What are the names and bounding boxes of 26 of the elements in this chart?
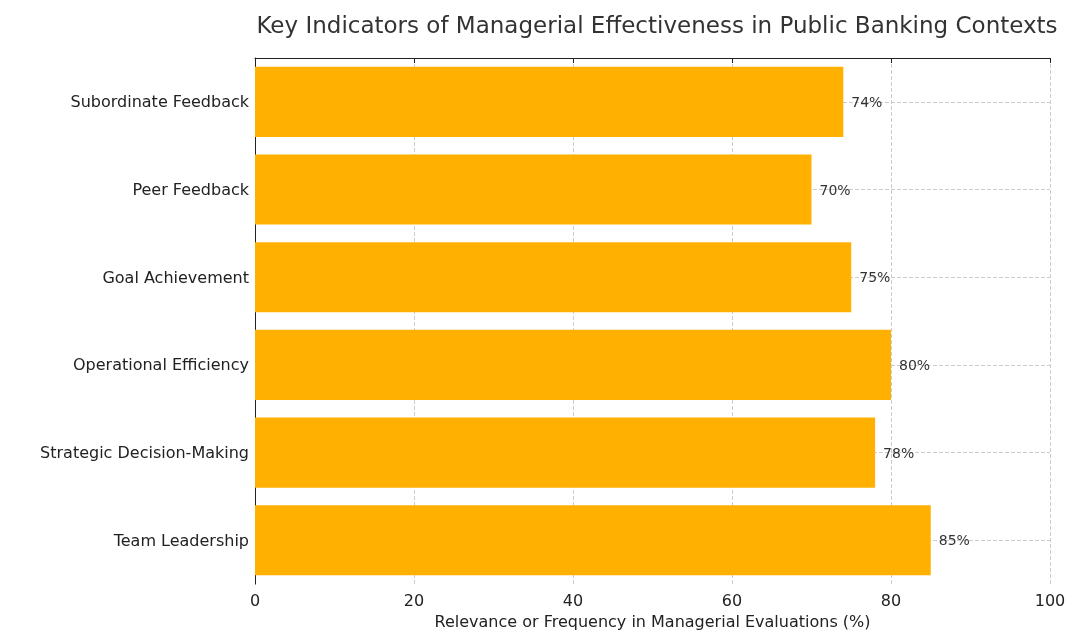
x-tick-label: 40 (562, 590, 584, 610)
bar (255, 242, 852, 313)
data-label: 74% (851, 93, 883, 110)
bar (255, 66, 844, 137)
chart-title: Key Indicators of Managerial Effectiveness in Public Banking Contexts (256, 11, 1058, 38)
y-tick-label: Peer Feedback (132, 180, 250, 200)
data-label: 78% (883, 444, 915, 461)
x-tick-label: 60 (721, 590, 743, 610)
bar (255, 417, 876, 488)
y-tick-label: Operational Efficiency (72, 355, 249, 375)
data-label: 85% (938, 532, 970, 549)
y-tick-label: Strategic Decision-Making (40, 443, 249, 463)
y-tick-label: Team Leadership (112, 530, 249, 550)
x-tick-label: 0 (249, 590, 261, 610)
data-label: 75% (859, 269, 891, 286)
bar (255, 505, 931, 576)
bar (255, 329, 891, 400)
x-tick-label: 20 (403, 590, 425, 610)
y-tick-label: Goal Achievement (102, 267, 249, 287)
bar (255, 154, 812, 225)
x-tick-label: 100 (1034, 590, 1066, 610)
data-label: 80% (899, 356, 931, 373)
y-tick-label: Subordinate Feedback (70, 92, 250, 112)
x-axis-title: Relevance or Frequency in Managerial Evaluations (%) (434, 611, 871, 631)
x-tick-label: 80 (880, 590, 902, 610)
data-label: 70% (819, 181, 851, 198)
